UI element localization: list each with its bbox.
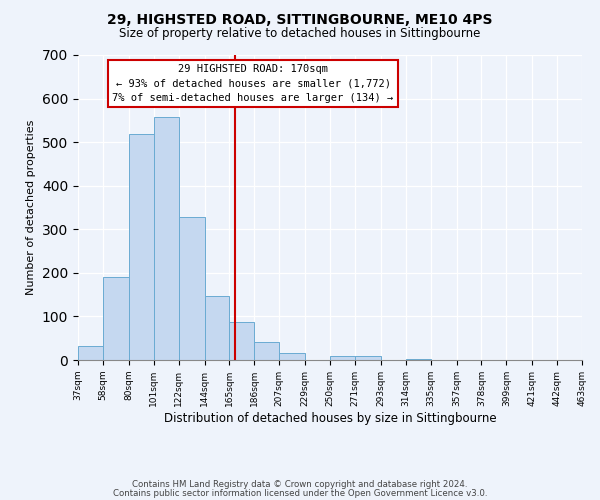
Text: Contains public sector information licensed under the Open Government Licence v3: Contains public sector information licen…: [113, 488, 487, 498]
X-axis label: Distribution of detached houses by size in Sittingbourne: Distribution of detached houses by size …: [164, 412, 496, 424]
Bar: [254, 342, 279, 360]
Text: 29, HIGHSTED ROAD, SITTINGBOURNE, ME10 4PS: 29, HIGHSTED ROAD, SITTINGBOURNE, ME10 4…: [107, 12, 493, 26]
Bar: [279, 354, 305, 360]
Bar: [330, 356, 355, 360]
Bar: [229, 322, 254, 360]
Text: Size of property relative to detached houses in Sittingbourne: Size of property relative to detached ho…: [119, 28, 481, 40]
Text: Contains HM Land Registry data © Crown copyright and database right 2024.: Contains HM Land Registry data © Crown c…: [132, 480, 468, 489]
Bar: [154, 118, 179, 360]
Bar: [205, 296, 229, 360]
Y-axis label: Number of detached properties: Number of detached properties: [26, 120, 37, 295]
Bar: [103, 277, 129, 360]
Bar: [129, 134, 154, 360]
Bar: [406, 359, 431, 360]
Bar: [179, 216, 205, 360]
Text: 29 HIGHSTED ROAD: 170sqm
← 93% of detached houses are smaller (1,772)
7% of semi: 29 HIGHSTED ROAD: 170sqm ← 93% of detach…: [112, 64, 394, 102]
Bar: [355, 356, 381, 360]
Bar: [78, 346, 103, 360]
